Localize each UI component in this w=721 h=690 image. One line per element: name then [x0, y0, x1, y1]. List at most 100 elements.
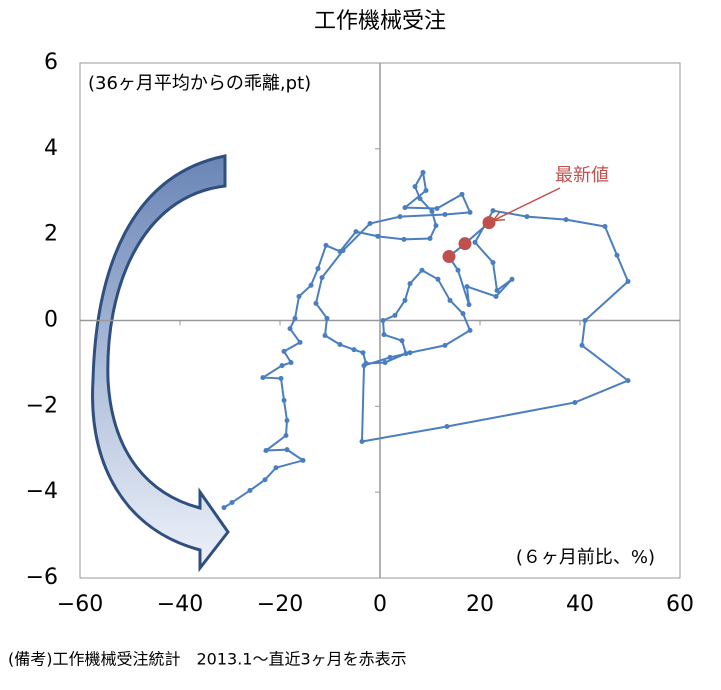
point	[360, 350, 366, 356]
point	[367, 221, 373, 227]
series-line	[447, 221, 490, 271]
point	[319, 275, 325, 281]
point	[579, 342, 585, 348]
x-tick-label: 0	[373, 592, 387, 617]
point	[375, 233, 381, 239]
point	[625, 278, 631, 284]
point	[625, 378, 631, 384]
x-tick-label: 60	[666, 592, 694, 617]
point	[397, 214, 403, 220]
point	[313, 300, 319, 306]
x-tick-label: 20	[466, 592, 494, 617]
point	[464, 284, 470, 290]
point	[287, 326, 293, 332]
y-tick-label: 6	[44, 50, 58, 75]
highlight-point	[482, 216, 496, 230]
point	[399, 338, 405, 344]
point	[407, 350, 413, 356]
point	[229, 499, 235, 505]
highlight-point	[458, 237, 472, 251]
point	[402, 205, 408, 211]
y-tick-label: 0	[44, 308, 58, 333]
point	[614, 252, 620, 258]
highlight-point	[442, 250, 456, 264]
point	[434, 205, 440, 211]
point	[401, 236, 407, 242]
point	[423, 187, 429, 193]
chart-title: 工作機械受注	[314, 9, 446, 34]
point	[472, 239, 478, 245]
point	[442, 342, 448, 348]
point	[403, 351, 409, 357]
point	[444, 424, 450, 430]
point	[417, 196, 423, 202]
point	[490, 260, 496, 266]
y-tick-label: −4	[26, 479, 58, 504]
point	[467, 209, 473, 215]
point	[455, 267, 461, 273]
y-axis-label: (36ヶ月平均からの乖離,pt)	[88, 73, 311, 94]
point	[490, 208, 496, 214]
point	[273, 465, 279, 471]
point	[281, 348, 287, 354]
rotation-arrow	[91, 154, 230, 573]
point	[284, 447, 290, 453]
point	[582, 318, 588, 323]
point	[572, 399, 578, 405]
point	[221, 505, 227, 511]
point	[263, 448, 269, 454]
x-tick-label: −40	[157, 592, 203, 617]
point	[283, 433, 289, 439]
point	[602, 224, 608, 230]
point	[262, 477, 268, 483]
point	[260, 375, 266, 381]
point	[322, 333, 328, 339]
annotation: 最新値	[555, 165, 609, 186]
point	[281, 397, 287, 403]
point	[300, 457, 306, 463]
point	[315, 266, 321, 272]
point	[323, 242, 329, 248]
series-line	[223, 169, 630, 509]
point	[442, 211, 448, 217]
y-tick-label: −6	[26, 565, 58, 590]
point	[351, 347, 357, 353]
point	[381, 332, 387, 338]
point	[337, 342, 343, 348]
point	[420, 169, 426, 175]
point	[361, 363, 367, 369]
x-tick-label: −20	[257, 592, 303, 617]
point	[297, 339, 303, 345]
point	[353, 229, 359, 235]
point	[296, 293, 302, 299]
x-tick-label: −60	[57, 592, 103, 617]
point	[279, 363, 285, 369]
point	[382, 360, 388, 366]
point	[412, 184, 418, 190]
y-tick-label: −2	[26, 393, 58, 418]
point	[509, 276, 515, 282]
point	[433, 223, 439, 229]
point	[419, 267, 425, 273]
point	[288, 360, 294, 366]
point	[340, 248, 346, 254]
point	[247, 487, 253, 493]
point	[435, 276, 441, 282]
annotation-arrow	[492, 187, 561, 222]
point	[278, 375, 284, 381]
point	[284, 417, 290, 423]
point	[493, 293, 499, 299]
point	[407, 281, 413, 287]
point	[380, 318, 386, 323]
x-tick-label: 40	[566, 592, 594, 617]
point	[466, 302, 472, 308]
point	[460, 311, 466, 317]
point	[563, 217, 569, 223]
point	[467, 327, 473, 333]
point	[387, 354, 393, 360]
x-axis-label: (６ヶ月前比、%)	[516, 547, 655, 568]
point	[324, 315, 330, 321]
point	[359, 439, 365, 445]
point	[402, 297, 408, 303]
